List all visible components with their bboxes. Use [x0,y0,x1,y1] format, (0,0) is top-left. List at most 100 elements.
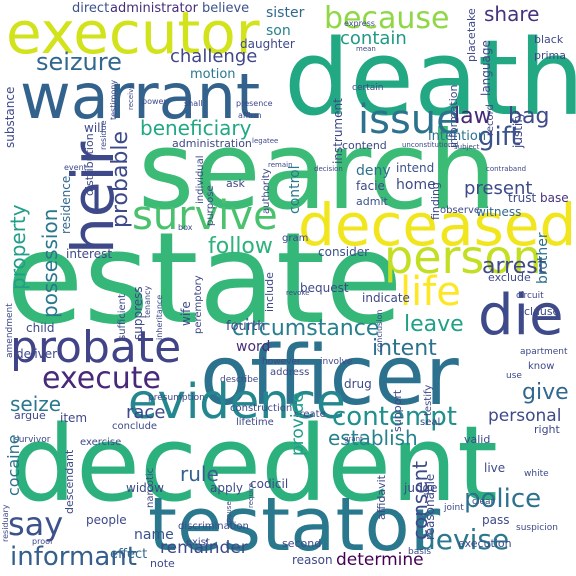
word-basis: basis [408,547,432,557]
word-box: box [178,223,193,232]
word-challenge: challenge [170,46,258,67]
word-present: present [464,178,533,199]
word-give: give [522,380,569,405]
word-probate: probate [10,322,182,373]
word-admit: admit [356,195,388,208]
word-share: share [484,2,540,26]
word-live: live [484,461,506,475]
word-estate: estate [6,205,403,352]
word-cocaine: cocaine [4,434,23,496]
word-narcotic: narcotic [145,467,156,508]
word-item: item [60,411,88,425]
word-place: place [465,32,478,62]
word-certain: certain [352,83,384,93]
word-receive: receive [127,84,135,110]
word-note: note [150,557,175,570]
word-white: white [524,469,549,479]
word-legatee: legatee [252,137,279,145]
word-follow: follow [208,234,273,259]
word-indicate: indicate [362,291,410,305]
word-revoke: revoke [286,289,310,297]
word-warrant: warrant [20,60,261,133]
word-survive: survive [132,193,278,239]
word-circuit: circuit [516,291,544,301]
word-son: son [266,23,291,39]
word-because: because [324,1,450,36]
word-distribution: distribution [83,133,96,196]
word-beneficiary: beneficiary [140,116,252,140]
word-devise: devise [418,523,510,556]
word-testify: testify [423,384,434,416]
word-create: create [294,409,326,420]
word-contraband: contraband [486,165,527,173]
word-word: word [236,339,271,355]
word-valid: valid [464,433,491,446]
word-proof: proof [32,537,53,546]
word-sister: sister [266,5,305,21]
word-judge: judge [404,481,438,495]
word-person: person [384,230,542,284]
word-drug: drug [344,377,372,391]
word-deceased: deceased [298,191,576,259]
word-contain: contain [340,28,407,49]
word-support: support [391,389,404,432]
word-contempt: contempt [332,402,457,432]
word-observe: observe [440,205,481,216]
word-base: base [540,191,569,205]
word-amendment: amendment [5,303,15,358]
word-apartment: apartment [520,347,568,357]
word-residuary: residuary [1,504,10,543]
word-will: will [84,121,104,135]
word-joint: joint [444,503,464,513]
word-subject: subject [454,143,480,151]
word-use: use [506,371,522,381]
word-believe: believe [202,1,250,16]
word-second: second [282,537,322,550]
word-deliver: deliver [16,347,58,361]
word-substance: substance [3,86,17,148]
word-inheritance: inheritance [155,294,164,340]
word-include: include [263,272,276,312]
word-witness: witness [476,205,522,219]
word-determine: determine [336,550,424,570]
word-power: power [142,97,167,106]
word-presumption: presumption [148,393,205,403]
word-reasonable: reasonable [423,473,437,540]
word-discrimination: discrimination [178,521,249,532]
word-right: right [534,423,560,436]
word-property: property [6,204,30,290]
word-decedent: decedent [10,403,498,525]
word-survivor: survivor [14,435,51,445]
word-justify: justify [511,111,525,148]
word-administrator: administrator [110,1,198,16]
word-gram: gram [282,233,309,244]
word-record: record [485,104,496,136]
word-residue: residue [99,120,108,151]
word-home: home [396,177,436,193]
word-authority: authority [261,168,272,214]
word-life: life [400,269,461,315]
word-control: control [287,165,303,214]
word-exercise: exercise [80,437,122,448]
word-probable: probable [108,130,133,228]
word-motion: motion [190,67,236,82]
word-wife: wife [179,301,193,326]
word-language: language [479,40,493,96]
word-descendant: descendant [63,449,76,514]
word-argue: argue [14,409,46,422]
word-child: child [26,321,55,335]
word-however: however [262,357,301,367]
word-apply: apply [210,481,244,495]
word-establish: establish [328,426,418,450]
word-executor: executor [6,0,260,67]
word-finding: finding [429,182,442,220]
word-presence: presence [236,99,273,108]
word-know: know [528,361,555,372]
word-provide: provide [288,392,308,456]
word-intention: intention [428,129,487,144]
word-direct: direct [72,1,110,16]
word-spouse: spouse [225,501,233,526]
word-testimony: testimony [109,79,118,120]
word-clause: clause [524,305,560,318]
